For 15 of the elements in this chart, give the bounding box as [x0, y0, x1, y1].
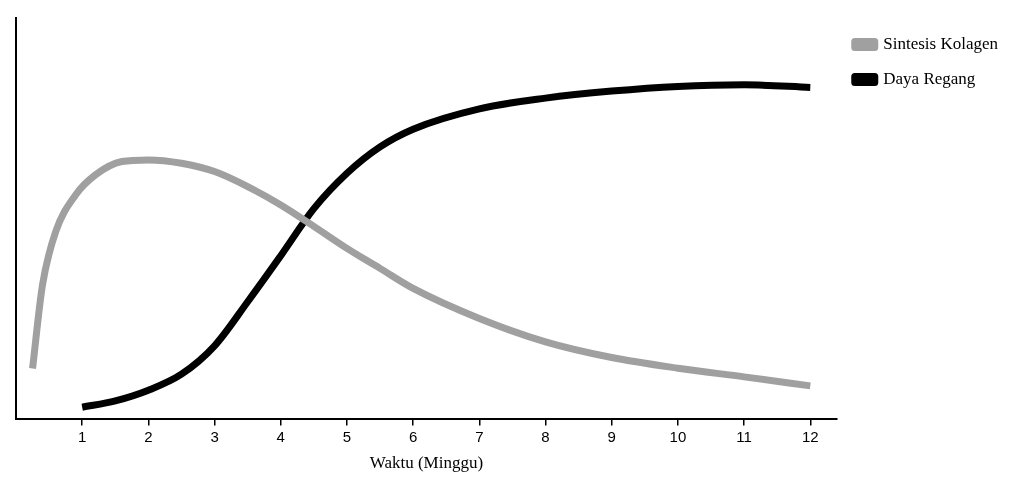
- legend-label: Daya Regang: [883, 68, 976, 88]
- x-tick-label: 4: [276, 427, 285, 445]
- x-tick-label: 9: [607, 427, 616, 445]
- x-axis-title: Waktu (Minggu): [369, 453, 484, 473]
- x-tick-label: 8: [541, 427, 550, 445]
- legend-label: Sintesis Kolagen: [883, 33, 999, 53]
- x-tick-label: 10: [669, 427, 687, 445]
- x-tick-label: 3: [210, 427, 219, 445]
- x-tick-label: 1: [78, 427, 87, 445]
- x-tick-label: 6: [408, 427, 418, 445]
- x-tick-label: 2: [144, 427, 153, 445]
- x-tick-label: 7: [475, 427, 484, 445]
- x-tick-label: 12: [801, 427, 819, 445]
- x-tick-label: 5: [342, 427, 352, 445]
- x-tick-label: 11: [736, 427, 752, 445]
